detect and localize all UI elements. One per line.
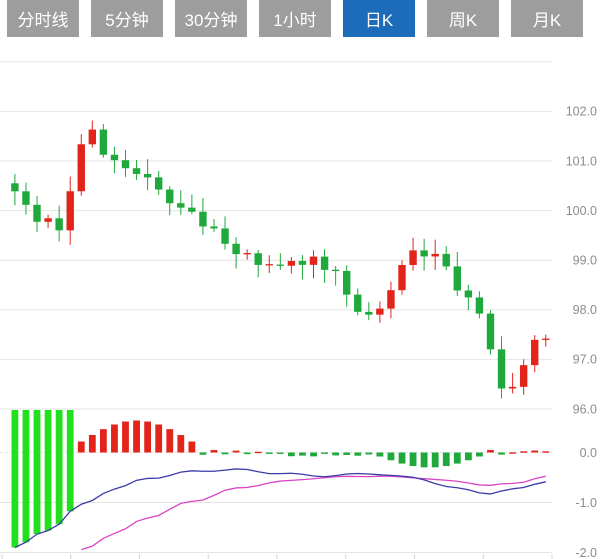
svg-text:102.0: 102.0 — [566, 105, 597, 119]
svg-text:-1.0: -1.0 — [575, 496, 597, 510]
svg-text:100.0: 100.0 — [566, 204, 597, 218]
svg-text:98.0: 98.0 — [573, 303, 597, 317]
svg-text:97.0: 97.0 — [573, 353, 597, 367]
svg-text:-2.0: -2.0 — [575, 546, 597, 559]
svg-text:99.0: 99.0 — [573, 254, 597, 268]
svg-text:101.0: 101.0 — [566, 154, 597, 168]
svg-text:96.0: 96.0 — [573, 402, 597, 416]
svg-text:0.0: 0.0 — [580, 446, 597, 460]
